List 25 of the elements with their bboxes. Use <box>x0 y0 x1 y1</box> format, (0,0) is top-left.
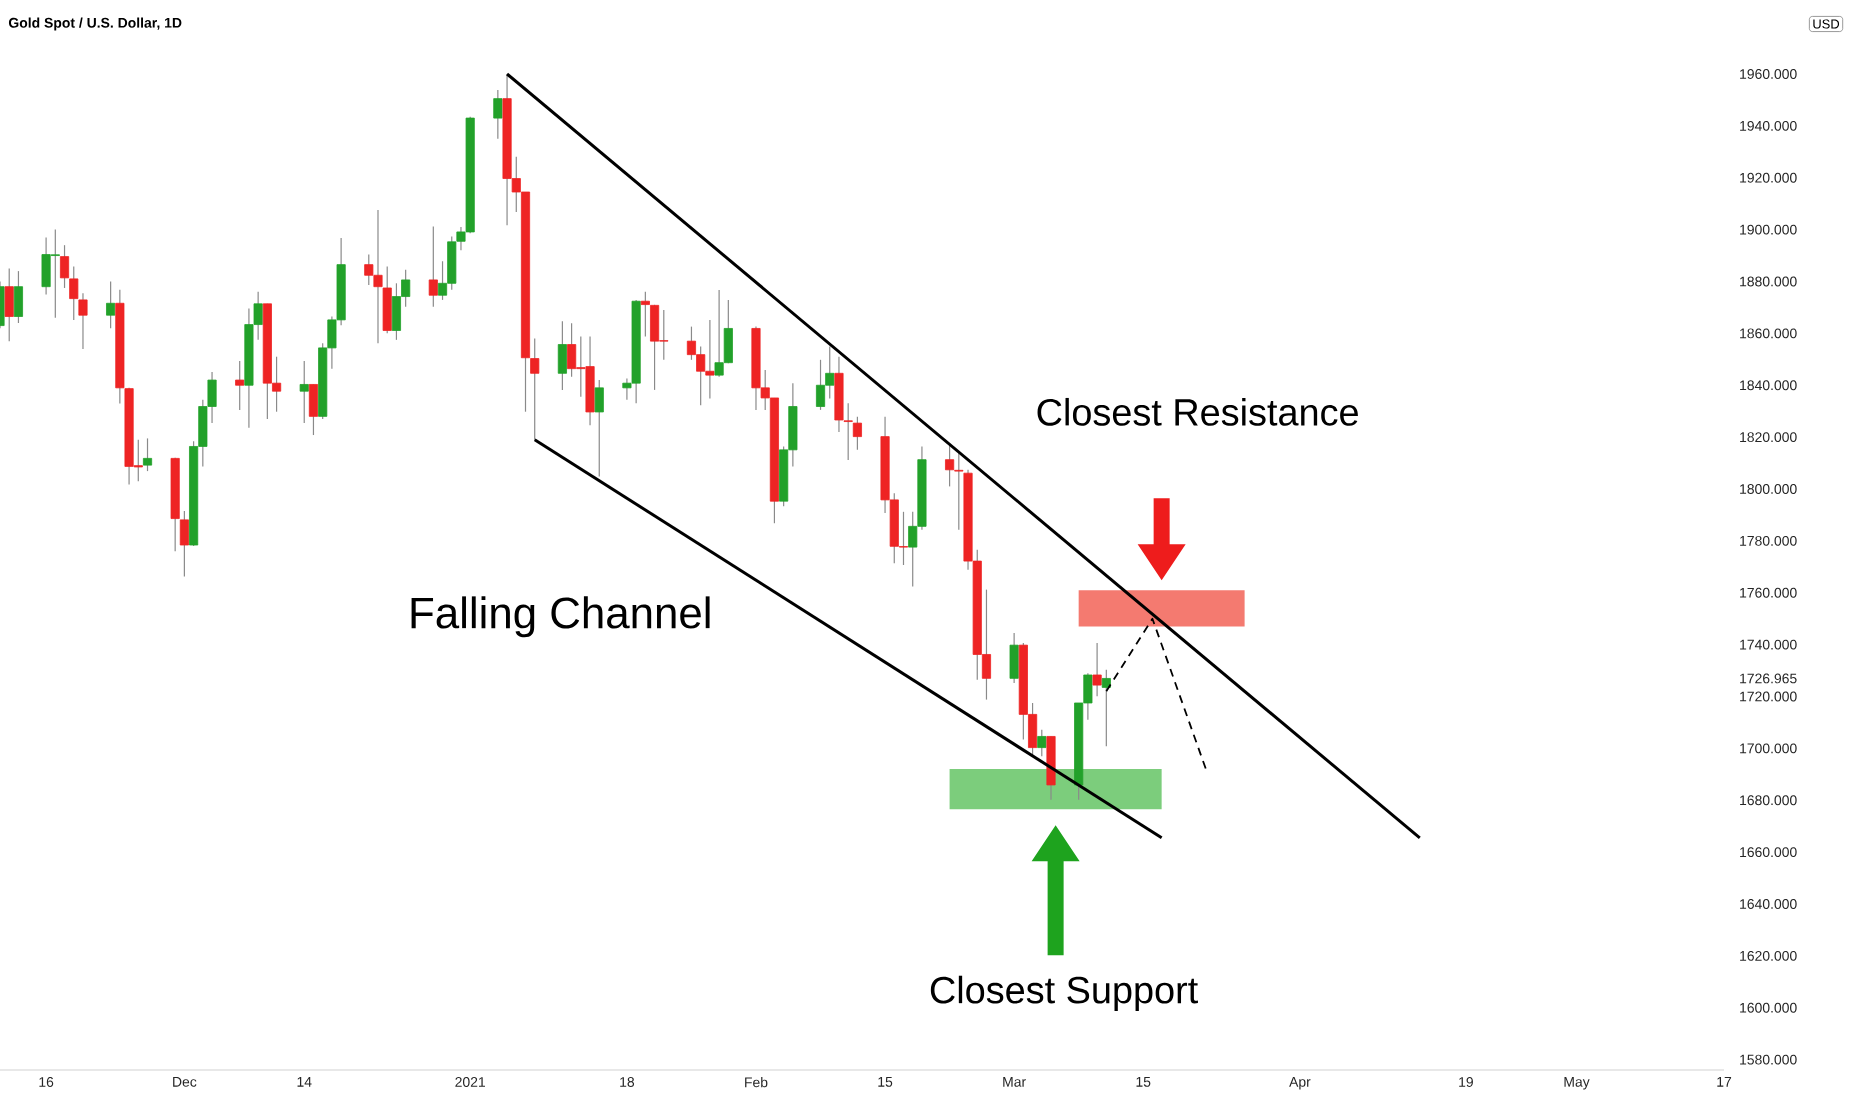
candlestick <box>428 225 438 308</box>
candlestick <box>640 291 650 338</box>
candlestick <box>13 270 23 324</box>
candlestick <box>1009 632 1019 684</box>
candlestick <box>1101 669 1111 747</box>
candlestick <box>1092 642 1102 697</box>
annotation: Closest Resistance <box>1037 397 1358 426</box>
candlestick <box>945 442 955 487</box>
candlestick <box>815 359 826 411</box>
candlestick <box>179 510 189 577</box>
candlestick <box>1037 729 1047 757</box>
candlestick <box>142 437 153 472</box>
candlestick <box>594 379 604 478</box>
candlestick <box>530 337 540 441</box>
candlestick <box>4 267 14 342</box>
candlestick <box>299 360 309 424</box>
candlestick <box>235 360 245 411</box>
candlestick <box>308 383 319 436</box>
annotation: Falling Channel <box>411 596 710 638</box>
annotation: Closest Support <box>930 975 1198 1011</box>
candlestick <box>106 280 116 329</box>
candlestick <box>493 89 503 140</box>
candlestick <box>557 320 567 391</box>
candlestick <box>852 416 862 451</box>
candlestick <box>567 322 577 378</box>
